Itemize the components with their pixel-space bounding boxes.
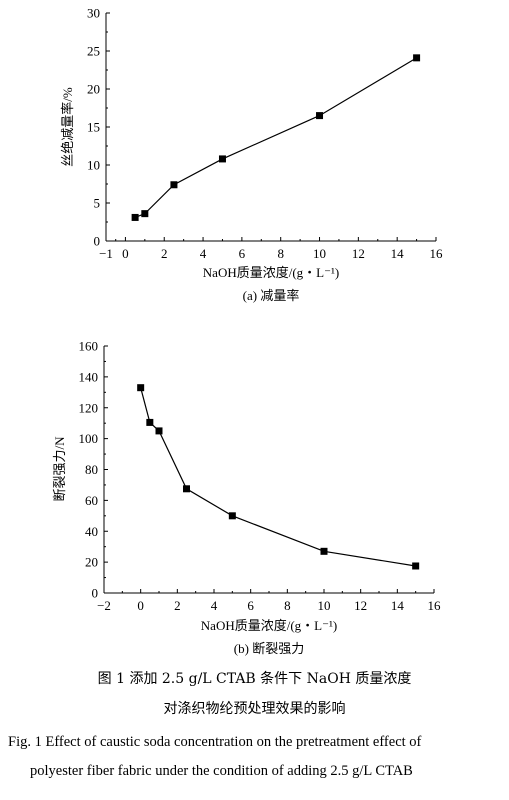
chart-a-data-point [170,181,178,189]
chart-b-y-tick-label: 0 [92,586,99,601]
chart-a-data-point [141,210,149,218]
chart-b-y-tick-label: 60 [85,493,98,508]
chart-a-y-tick-label: 20 [87,82,100,97]
chart-b-x-tick-label: 0 [137,598,144,613]
chart-a-data-point [218,155,226,163]
chart-b-x-axis-title: NaOH质量浓度/(g・L⁻¹) [201,618,337,633]
chart-b-data-point [320,547,328,555]
figure-caption-en-line1: Fig. 1 Effect of caustic soda concentrat… [8,734,422,750]
figure-caption-cn-line1: 图 1 添加 2.5 g/L CTAB 条件下 NaOH 质量浓度 [97,671,412,687]
chart-a-data-point [316,112,324,120]
chart-b-y-tick-label: 80 [85,462,98,477]
chart-a-y-tick-label: 5 [94,196,101,211]
chart-b-y-tick-label: 160 [79,339,99,354]
chart-a-y-tick-label: 10 [87,158,100,173]
chart-b-data-point [228,512,236,520]
chart-b-x-tick-label: −2 [97,598,111,613]
chart-a-weight-loss-rate: −1 0 2 4 6 8 10 12 14 16051015202530NaOH质量浓度/(g・L… [60,6,443,304]
figure-caption-en-line2: polyester fiber fabric under the conditi… [30,763,413,779]
chart-b-x-tick-label: 2 [174,598,181,613]
chart-a-x-tick-label: 14 [391,246,405,261]
chart-a-data-point [413,54,421,62]
chart-a-y-axis-title: 丝绝减量率/% [60,87,75,167]
chart-b-x-tick-label: 6 [247,598,254,613]
chart-a-x-tick-label: −1 [99,246,113,261]
chart-a-series-line [134,57,417,218]
chart-b-data-point [137,384,145,392]
chart-b-series-line [140,387,416,567]
chart-b-x-tick-label: 16 [428,598,442,613]
chart-b-y-tick-label: 40 [85,524,98,539]
chart-b-data-point [412,562,420,570]
chart-a-x-tick-label: 2 [161,246,168,261]
chart-b-y-tick-label: 140 [79,369,99,384]
chart-b-x-tick-label: 12 [354,598,367,613]
chart-a-x-tick-label: 8 [277,246,284,261]
chart-a-x-tick-label: 16 [430,246,444,261]
figure-caption-cn-line2: 对涤织物纶预处理效果的影响 [163,701,346,717]
chart-b-y-tick-label: 120 [79,400,99,415]
chart-b-data-point [183,485,190,493]
chart-a-x-tick-label: 4 [200,246,207,261]
chart-a-x-tick-label: 6 [239,246,246,261]
chart-a-x-axis-title: NaOH质量浓度/(g・L⁻¹) [203,265,339,280]
chart-a-subcaption: (a) 减量率 [243,288,300,303]
chart-b-x-tick-label: 14 [391,598,405,613]
chart-b-x-tick-label: 8 [284,598,291,613]
chart-b-subcaption: (b) 断裂强力 [234,641,304,656]
chart-b-data-point [155,427,163,435]
chart-a-x-tick-label: 0 [122,246,129,261]
chart-b-x-tick-label: 4 [211,598,218,613]
chart-a-data-point [131,213,139,221]
chart-a-y-tick-label: 15 [87,120,100,135]
chart-a-y-tick-label: 30 [87,6,100,21]
chart-b-breaking-strength: −2 0 2 4 6 8 10 12 14 16020406080100120140160NaOH… [52,339,441,657]
chart-b-y-tick-label: 20 [85,555,98,570]
chart-b-data-point [146,418,154,426]
chart-a-y-tick-label: 25 [87,44,100,59]
chart-b-y-axis-title: 断裂强力/N [52,436,67,502]
chart-b-y-tick-label: 100 [79,431,99,446]
chart-a-x-tick-label: 12 [352,246,365,261]
chart-b-x-tick-label: 10 [318,598,331,613]
chart-a-x-tick-label: 10 [313,246,326,261]
chart-a-y-tick-label: 0 [94,234,101,249]
